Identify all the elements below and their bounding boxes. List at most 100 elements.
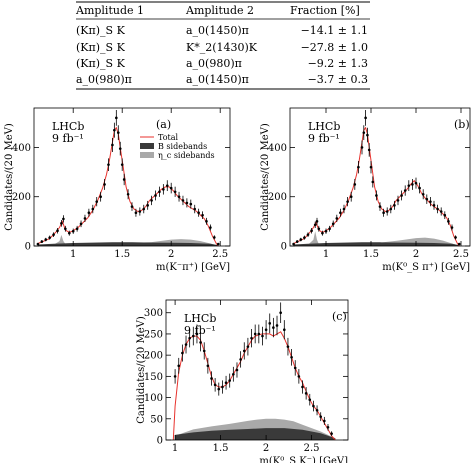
data-point — [134, 211, 138, 215]
experiment-label: LHCb — [184, 312, 216, 325]
data-point — [40, 240, 44, 243]
data-point — [213, 383, 217, 387]
table-row-3-amp-1: (Kπ)_S K — [76, 57, 126, 70]
legend-entry: B sidebands — [158, 142, 207, 151]
data-point — [275, 324, 279, 327]
data-point — [360, 146, 364, 149]
data-point — [315, 409, 319, 412]
data-point — [414, 181, 418, 185]
luminosity-label: 9 fb⁻¹ — [52, 132, 84, 145]
data-point — [210, 377, 213, 380]
data-point — [235, 368, 239, 372]
data-point — [292, 242, 295, 246]
data-point — [439, 210, 443, 213]
panel-label: (c) — [332, 310, 347, 323]
data-point — [199, 341, 202, 344]
table-row-2-fraction: −27.8 ± 1.0 — [301, 41, 368, 54]
plot-frame — [165, 299, 349, 441]
data-point — [83, 217, 87, 220]
data-point — [301, 385, 304, 389]
data-point — [56, 229, 59, 233]
data-point — [44, 238, 48, 241]
data-point — [421, 192, 425, 196]
data-point — [201, 213, 204, 217]
data-point — [113, 128, 116, 132]
data-point — [346, 200, 349, 203]
data-point — [205, 220, 208, 223]
data-point — [60, 222, 63, 225]
data-point — [297, 375, 301, 378]
data-point — [250, 336, 253, 340]
b-sidebands-area — [37, 242, 219, 246]
x-tick-label: 2.5 — [304, 443, 320, 454]
data-point — [293, 366, 297, 370]
data-point — [407, 184, 411, 187]
data-point — [189, 202, 193, 206]
x-axis-title: m(K⁻π⁺) [GeV] — [156, 262, 230, 273]
y-tick-label: 400 — [12, 143, 31, 154]
y-tick-label: 50 — [150, 414, 163, 425]
data-point — [103, 183, 106, 186]
luminosity-label: 9 fb⁻¹ — [184, 324, 216, 337]
data-point — [321, 231, 324, 235]
panel-label: (b) — [454, 118, 470, 131]
data-point — [150, 199, 153, 202]
data-point — [162, 188, 165, 191]
data-point — [367, 148, 371, 152]
table-header-amplitude-1: Amplitude 1 — [75, 4, 144, 17]
data-point — [257, 332, 261, 336]
panel-1: 1 1.5 2 2.5 0 200 400 m(K⁻π⁺) [GeV] Candidates/(… — [4, 107, 231, 273]
data-point — [454, 236, 457, 239]
data-point — [181, 199, 185, 202]
y-tick-label: 200 — [268, 192, 287, 203]
data-point — [308, 398, 312, 401]
data-point — [111, 143, 114, 147]
b-sidebands-area — [293, 242, 460, 246]
experiment-label: LHCb — [52, 120, 84, 133]
data-point — [353, 183, 357, 186]
y-axis-title: Candidates/(20 MeV) — [136, 316, 147, 424]
legend-entry: η_c sidebands — [158, 151, 215, 160]
data-point — [371, 180, 375, 184]
data-point — [185, 201, 189, 205]
data-point — [71, 229, 75, 233]
data-point — [447, 220, 450, 223]
data-point — [173, 375, 177, 378]
data-point — [339, 211, 342, 215]
data-point — [364, 116, 367, 120]
data-point — [158, 190, 161, 194]
x-tick-label: 1 — [70, 249, 76, 260]
x-tick-label: 1 — [323, 249, 329, 260]
data-point — [366, 133, 369, 137]
data-point — [418, 186, 421, 190]
data-point — [400, 194, 403, 197]
data-point — [202, 349, 206, 353]
panel-2: 1 1.5 2 2.5 0 200 400 m(K⁰_S π⁺) [GeV] Candidate… — [260, 107, 471, 273]
data-point — [375, 194, 378, 197]
data-point — [154, 194, 157, 197]
x-tick-label: 2.5 — [453, 249, 469, 260]
data-point — [206, 364, 210, 368]
data-point — [378, 205, 382, 208]
x-tick-label: 1.5 — [213, 443, 229, 454]
amplitude-table: Amplitude 1 Amplitude 2 Fraction [%] (Kπ… — [75, 1, 370, 90]
plot-frame — [33, 107, 231, 247]
x-axis-title: m(K⁰_S K⁻) [GeV] — [259, 456, 348, 463]
table-row-2-amp-1: (Kπ)_S K — [76, 41, 126, 54]
data-point — [217, 387, 221, 391]
data-point — [349, 195, 353, 199]
data-point — [261, 334, 264, 338]
legend-swatch — [140, 152, 154, 158]
y-tick-label: 0 — [157, 436, 163, 447]
panel-3: 1 1.5 2 2.5 0 50 100 150 200 250 300 m(K⁰_S K⁻) [Ge… — [136, 299, 349, 463]
data-point — [335, 217, 339, 220]
data-point — [48, 236, 51, 239]
data-point — [228, 379, 231, 382]
data-point — [224, 381, 228, 385]
data-point — [264, 328, 268, 331]
data-point — [184, 343, 188, 346]
data-point — [313, 223, 317, 227]
y-tick-label: 300 — [144, 308, 163, 319]
